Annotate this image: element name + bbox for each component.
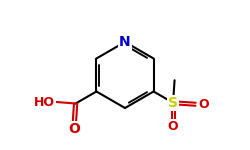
Text: O: O bbox=[68, 122, 80, 136]
Text: O: O bbox=[168, 120, 178, 133]
Text: S: S bbox=[168, 96, 178, 110]
Text: HO: HO bbox=[34, 96, 55, 108]
Text: O: O bbox=[198, 98, 209, 111]
Text: N: N bbox=[119, 35, 131, 49]
